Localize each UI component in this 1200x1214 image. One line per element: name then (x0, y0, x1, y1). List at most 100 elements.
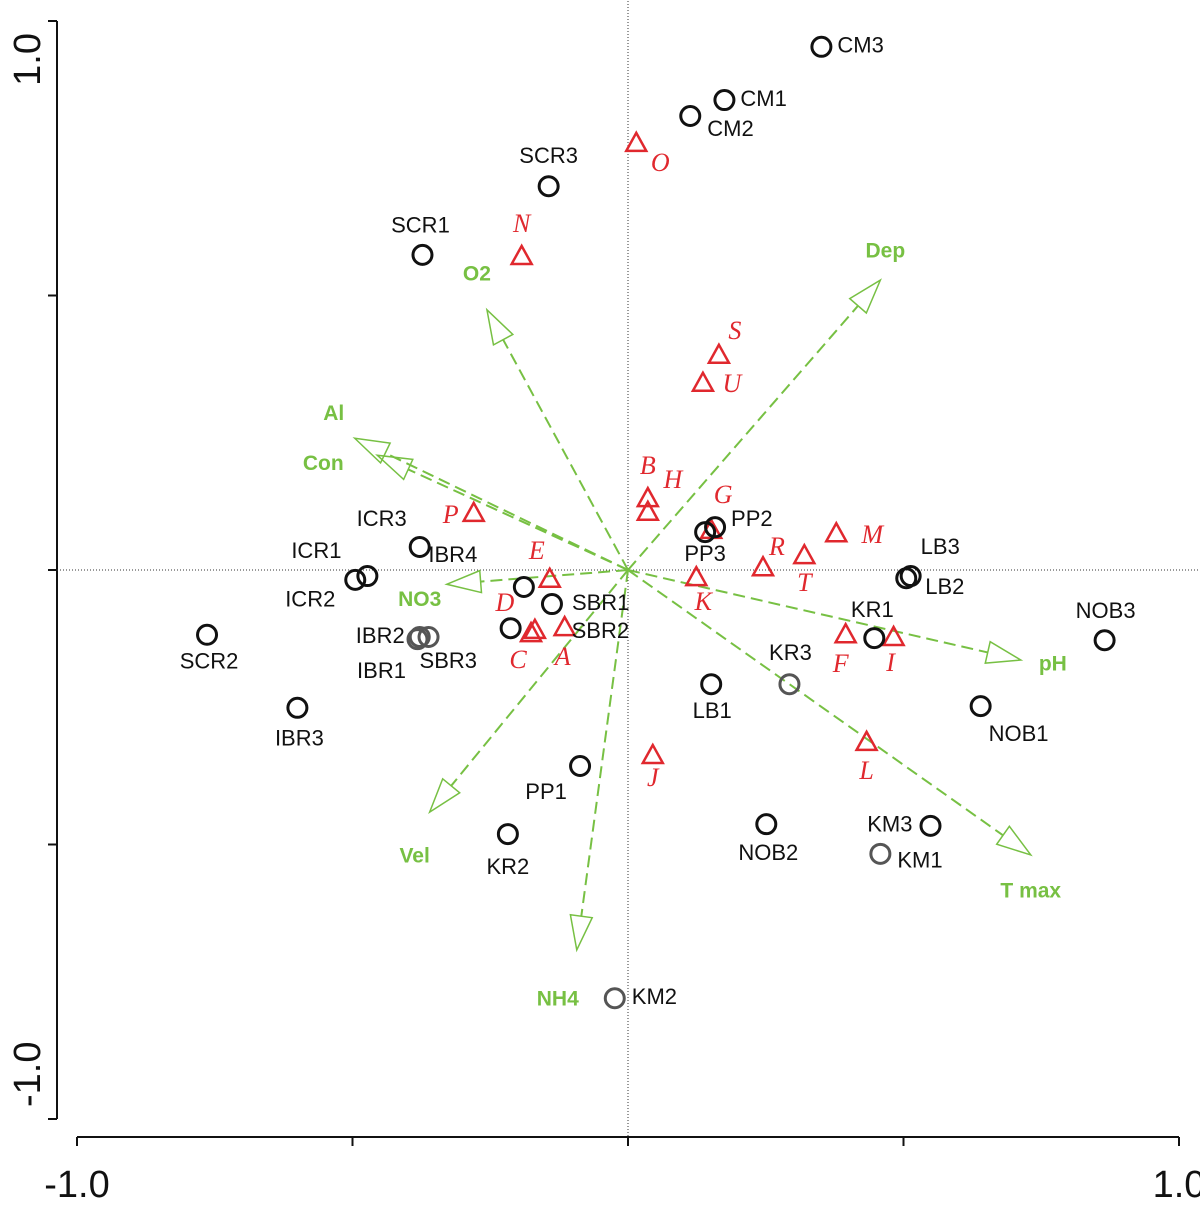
species-label: U (723, 369, 744, 398)
site-marker (512, 576, 535, 599)
site-marker (408, 625, 431, 648)
site-label: ICR3 (357, 506, 407, 531)
site-label: CM1 (740, 86, 786, 111)
species-marker (881, 624, 906, 647)
site-marker (755, 813, 778, 836)
site-marker (496, 823, 519, 846)
species-label: J (647, 763, 660, 792)
site-label: SCR2 (180, 649, 239, 674)
site-marker (356, 565, 379, 588)
site-label: KR2 (486, 854, 529, 879)
site-label: SBR2 (572, 618, 629, 643)
species-label: A (553, 642, 571, 671)
species-label: R (768, 532, 785, 561)
species-marker (750, 554, 776, 577)
site-label: ICR2 (285, 587, 335, 612)
species-marker (624, 130, 649, 153)
species-label: S (728, 316, 741, 345)
arrow-shaft (502, 339, 629, 571)
site-marker (286, 696, 309, 719)
site-marker (408, 535, 431, 558)
arrow-head (984, 640, 1024, 665)
site-marker (411, 243, 434, 266)
site-marker (603, 987, 626, 1010)
species-label: L (858, 756, 873, 785)
site-marker (969, 695, 992, 718)
species-label: D (494, 588, 514, 617)
site-marker (499, 617, 522, 640)
species-marker (635, 485, 660, 508)
site-label: LB3 (921, 534, 960, 559)
species-marker (537, 566, 562, 589)
site-marker (895, 567, 918, 590)
x-tick-label: 1.0 (1153, 1164, 1200, 1206)
site-marker (569, 754, 592, 777)
species-label: C (509, 645, 527, 674)
variable-label: NO3 (398, 588, 441, 611)
variable-label: NH4 (537, 987, 579, 1010)
species-label: F (832, 649, 850, 678)
variable-label: Vel (399, 845, 429, 868)
site-label: KM2 (632, 984, 677, 1009)
variable-label: T max (1000, 879, 1061, 902)
variable-label: Con (303, 452, 344, 475)
site-label: IBR2 (356, 623, 405, 648)
arrow-shaft (450, 569, 629, 787)
site-marker (863, 627, 886, 650)
y-tick-label: 1.0 (7, 33, 49, 86)
site-label: PP2 (731, 506, 773, 531)
site-label: LB1 (693, 698, 732, 723)
species-label: I (885, 648, 896, 677)
site-label: ICR1 (291, 538, 341, 563)
species-marker (792, 542, 817, 565)
site-label: PP3 (684, 541, 726, 566)
arrow-head (352, 437, 392, 465)
arrow-shaft (627, 305, 859, 571)
site-label: KM3 (867, 812, 912, 837)
species-label: K (694, 587, 714, 616)
site-marker (344, 568, 367, 591)
site-label: KR3 (769, 640, 812, 665)
arrow-head (428, 777, 461, 814)
species-marker (640, 742, 665, 765)
site-label: SCR3 (519, 143, 578, 168)
site-label: PP1 (525, 779, 567, 804)
site-marker (778, 673, 801, 696)
site-marker (713, 89, 736, 112)
site-label: CM3 (837, 33, 883, 58)
arrow-head (444, 569, 483, 594)
site-marker (406, 628, 429, 651)
arrow-head (995, 825, 1033, 857)
species-marker (706, 342, 732, 365)
species-marker (518, 620, 544, 643)
species-marker (833, 621, 858, 644)
site-marker (694, 521, 717, 544)
arrow-head (848, 278, 882, 315)
site-label: SCR1 (391, 213, 450, 238)
site-label: NOB3 (1076, 598, 1136, 623)
site-marker (919, 814, 942, 837)
species-marker (509, 243, 534, 266)
species-label: N (512, 209, 532, 238)
site-label: NOB1 (989, 721, 1049, 746)
species-marker (522, 617, 548, 640)
site-label: SBR3 (420, 648, 477, 673)
variable-label: Dep (866, 240, 906, 263)
x-tick-label: -1.0 (44, 1164, 109, 1206)
arrow-shaft (627, 569, 1004, 837)
site-label: IBR3 (275, 726, 324, 751)
species-marker (461, 500, 486, 523)
species-label: E (528, 536, 545, 565)
site-marker (540, 593, 563, 616)
species-marker (854, 729, 879, 752)
site-marker (700, 673, 723, 696)
site-label: IBR4 (428, 542, 477, 567)
site-label: SBR1 (572, 590, 629, 615)
site-label: NOB2 (738, 840, 798, 865)
arrow-shaft (407, 468, 629, 571)
site-label: KR1 (851, 597, 894, 622)
species-marker (690, 370, 716, 393)
arrow-shaft (580, 569, 629, 917)
site-marker (1093, 629, 1116, 652)
